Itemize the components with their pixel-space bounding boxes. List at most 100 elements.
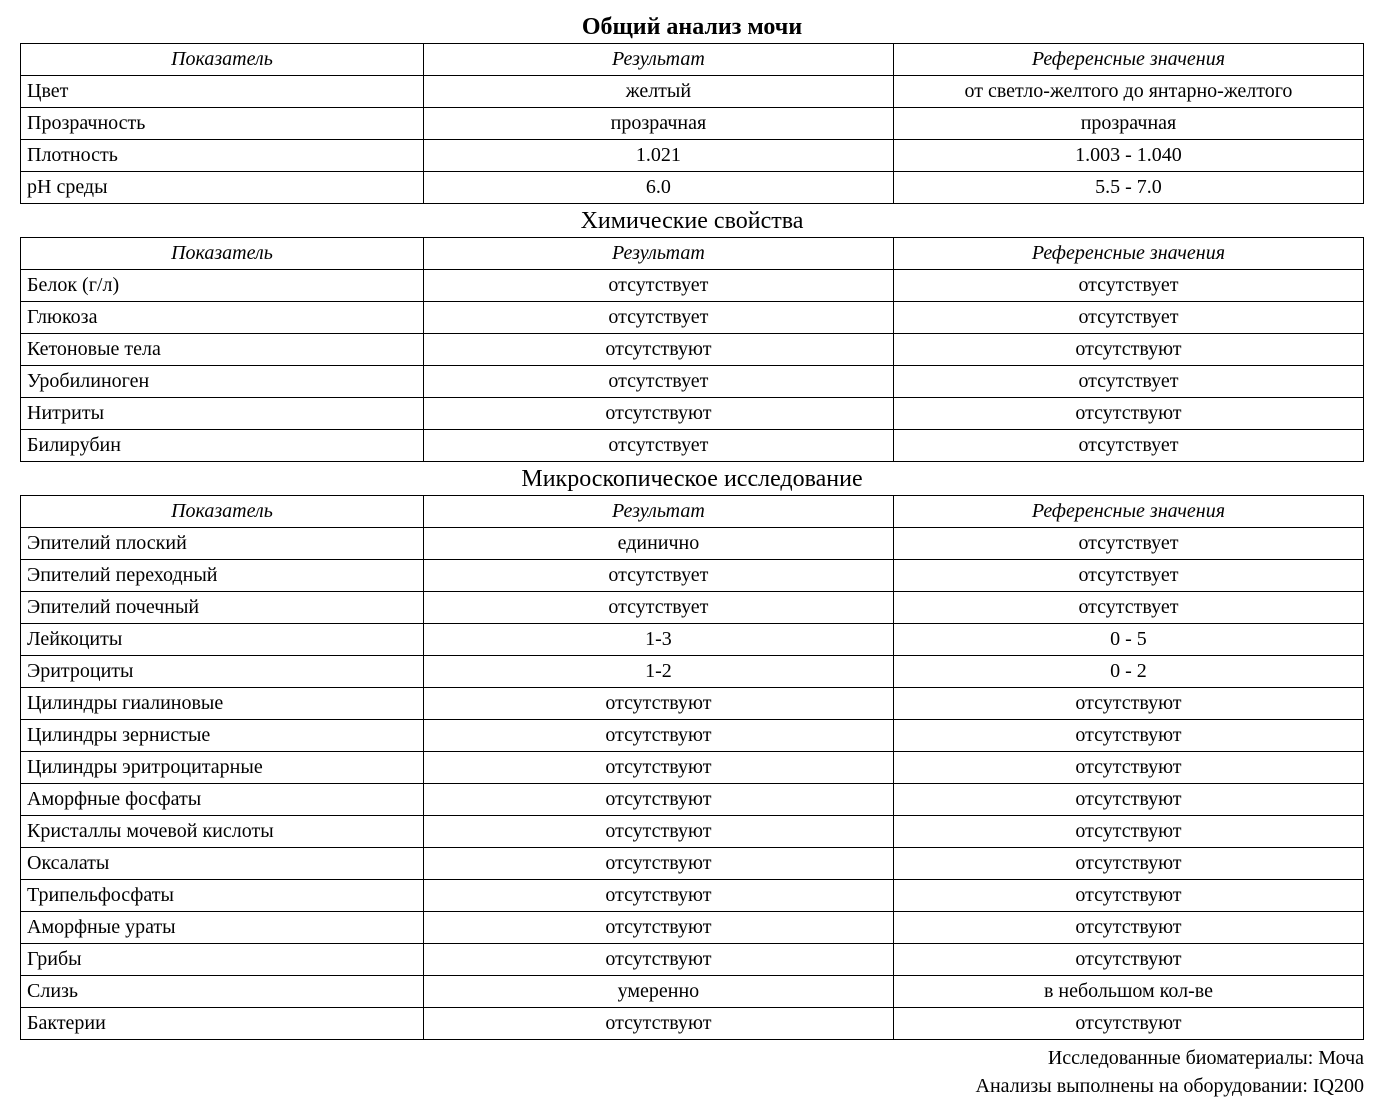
table-row: Цилиндры эритроцитарныеотсутствуютотсутс… [21,752,1364,784]
col-header-ref: Референсные значения [893,496,1363,528]
table-row: Белок (г/л)отсутствуетотсутствует [21,270,1364,302]
cell-ref: отсутствуют [893,816,1363,848]
table-row: Грибыотсутствуютотсутствуют [21,944,1364,976]
report-container: Общий анализ мочиПоказательРезультатРефе… [20,14,1364,1040]
cell-ref: отсутствует [893,592,1363,624]
cell-param: Уробилиноген [21,366,424,398]
results-table: ПоказательРезультатРеференсные значенияБ… [20,237,1364,462]
cell-param: Бактерии [21,1008,424,1040]
cell-param: Оксалаты [21,848,424,880]
table-row: pH среды6.05.5 - 7.0 [21,172,1364,204]
results-table: ПоказательРезультатРеференсные значенияЭ… [20,495,1364,1040]
table-row: Аморфные фосфатыотсутствуютотсутствуют [21,784,1364,816]
cell-result: отсутствует [423,302,893,334]
cell-param: Эпителий плоский [21,528,424,560]
cell-result: отсутствуют [423,688,893,720]
col-header-ref: Референсные значения [893,238,1363,270]
cell-result: отсутствуют [423,1008,893,1040]
table-row: Прозрачностьпрозрачнаяпрозрачная [21,108,1364,140]
table-row: Плотность1.0211.003 - 1.040 [21,140,1364,172]
table-row: Цилиндры гиалиновыеотсутствуютотсутствую… [21,688,1364,720]
table-row: Кристаллы мочевой кислотыотсутствуютотсу… [21,816,1364,848]
cell-param: Цилиндры зернистые [21,720,424,752]
section-title: Общий анализ мочи [20,14,1364,41]
section-title: Микроскопическое исследование [20,466,1364,493]
cell-result: отсутствуют [423,816,893,848]
cell-ref: отсутствуют [893,880,1363,912]
cell-result: 1-3 [423,624,893,656]
table-row: Билирубинотсутствуетотсутствует [21,430,1364,462]
table-row: Лейкоциты1-30 - 5 [21,624,1364,656]
cell-ref: 5.5 - 7.0 [893,172,1363,204]
cell-param: Цвет [21,76,424,108]
table-header-row: ПоказательРезультатРеференсные значения [21,238,1364,270]
table-row: Эпителий почечныйотсутствуетотсутствует [21,592,1364,624]
cell-param: pH среды [21,172,424,204]
cell-ref: отсутствует [893,302,1363,334]
cell-result: отсутствуют [423,784,893,816]
col-header-result: Результат [423,496,893,528]
cell-param: Слизь [21,976,424,1008]
col-header-result: Результат [423,44,893,76]
cell-param: Лейкоциты [21,624,424,656]
cell-result: отсутствует [423,366,893,398]
cell-ref: отсутствует [893,528,1363,560]
cell-result: 6.0 [423,172,893,204]
cell-ref: отсутствует [893,270,1363,302]
cell-param: Кетоновые тела [21,334,424,366]
table-row: Кетоновые телаотсутствуютотсутствуют [21,334,1364,366]
table-row: Оксалатыотсутствуютотсутствуют [21,848,1364,880]
section-title: Химические свойства [20,208,1364,235]
table-row: Эритроциты1-20 - 2 [21,656,1364,688]
cell-param: Цилиндры гиалиновые [21,688,424,720]
cell-result: 1-2 [423,656,893,688]
cell-ref: отсутствуют [893,720,1363,752]
cell-result: отсутствуют [423,398,893,430]
cell-param: Глюкоза [21,302,424,334]
cell-ref: отсутствует [893,366,1363,398]
cell-param: Эпителий почечный [21,592,424,624]
cell-param: Эпителий переходный [21,560,424,592]
cell-ref: отсутствует [893,430,1363,462]
col-header-result: Результат [423,238,893,270]
cell-ref: от светло-желтого до янтарно-желтого [893,76,1363,108]
table-row: Бактерииотсутствуютотсутствуют [21,1008,1364,1040]
cell-param: Грибы [21,944,424,976]
col-header-param: Показатель [21,44,424,76]
table-row: Цилиндры зернистыеотсутствуютотсутствуют [21,720,1364,752]
cell-result: отсутствуют [423,944,893,976]
cell-result: отсутствует [423,430,893,462]
cell-ref: 0 - 5 [893,624,1363,656]
cell-ref: отсутствуют [893,1008,1363,1040]
cell-param: Билирубин [21,430,424,462]
table-row: Глюкозаотсутствуетотсутствует [21,302,1364,334]
cell-ref: отсутствуют [893,944,1363,976]
cell-ref: отсутствуют [893,398,1363,430]
cell-result: отсутствуют [423,752,893,784]
cell-result: отсутствуют [423,720,893,752]
table-header-row: ПоказательРезультатРеференсные значения [21,44,1364,76]
cell-ref: отсутствуют [893,784,1363,816]
cell-result: единично [423,528,893,560]
cell-result: прозрачная [423,108,893,140]
cell-result: отсутствует [423,560,893,592]
report-footer: Исследованные биоматериалы: Моча Анализы… [20,1044,1364,1100]
cell-ref: отсутствуют [893,688,1363,720]
footer-biomaterial: Исследованные биоматериалы: Моча [20,1044,1364,1072]
table-row: Трипельфосфатыотсутствуютотсутствуют [21,880,1364,912]
cell-param: Аморфные фосфаты [21,784,424,816]
cell-result: желтый [423,76,893,108]
col-header-param: Показатель [21,496,424,528]
cell-result: отсутствуют [423,334,893,366]
cell-ref: 0 - 2 [893,656,1363,688]
cell-param: Аморфные ураты [21,912,424,944]
table-header-row: ПоказательРезультатРеференсные значения [21,496,1364,528]
cell-param: Белок (г/л) [21,270,424,302]
cell-ref: отсутствуют [893,752,1363,784]
cell-param: Плотность [21,140,424,172]
cell-result: отсутствует [423,592,893,624]
cell-param: Прозрачность [21,108,424,140]
cell-param: Трипельфосфаты [21,880,424,912]
cell-ref: отсутствуют [893,848,1363,880]
cell-param: Кристаллы мочевой кислоты [21,816,424,848]
